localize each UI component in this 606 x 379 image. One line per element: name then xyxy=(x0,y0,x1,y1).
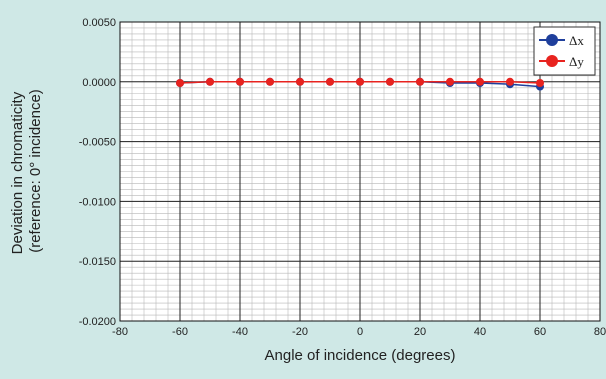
data-point-dy xyxy=(416,77,424,86)
y-tick-label: 0.0000 xyxy=(82,77,116,89)
data-point-dy xyxy=(386,77,394,86)
x-tick-label: -80 xyxy=(112,326,128,338)
data-point-dy xyxy=(176,78,184,87)
data-point-dy xyxy=(326,77,334,86)
data-point-dy xyxy=(356,77,364,86)
x-tick-label: -60 xyxy=(172,326,188,338)
y-tick-labels: 0.0050 0.0000 -0.0050 -0.0100 -0.0150 -0.0200 xyxy=(79,17,116,328)
x-tick-label: 80 xyxy=(594,326,606,338)
data-point-dy xyxy=(206,77,214,86)
data-point-dy xyxy=(506,77,514,86)
x-tick-label: 40 xyxy=(474,326,486,338)
y-axis-title-line-1: Deviation in chromaticity xyxy=(9,91,26,254)
data-point-dy xyxy=(266,77,274,86)
data-point-dy xyxy=(476,77,484,86)
x-tick-label: 0 xyxy=(357,326,363,338)
x-tick-label: -40 xyxy=(232,326,248,338)
plot-border xyxy=(119,21,601,322)
x-tick-label: 20 xyxy=(414,326,426,338)
y-tick-label: -0.0200 xyxy=(79,316,116,328)
data-point-dy xyxy=(446,77,454,86)
legend-label-dx: Δx xyxy=(569,33,584,48)
legend: Δx Δy xyxy=(533,26,596,76)
series-layer xyxy=(176,77,544,91)
x-tick-label: -20 xyxy=(292,326,308,338)
y-tick-label: 0.0050 xyxy=(82,17,116,29)
legend-label-dy: Δy xyxy=(569,54,584,69)
data-point-dy xyxy=(296,77,304,86)
data-point-dy xyxy=(236,77,244,86)
x-axis-title: Angle of incidence (degrees) xyxy=(265,347,456,364)
y-axis-title-line-2: (reference: 0° incidence) xyxy=(27,89,44,253)
y-tick-label: -0.0050 xyxy=(79,137,116,149)
y-tick-label: -0.0100 xyxy=(79,196,116,208)
x-tick-label: 60 xyxy=(534,326,546,338)
y-axis-title: Deviation in chromaticity (reference: 0°… xyxy=(9,88,44,255)
legend-marker-dx xyxy=(546,34,558,46)
x-tick-labels: -80 -60 -40 -20 0 20 40 60 80 xyxy=(112,326,606,338)
legend-box xyxy=(533,26,596,76)
y-tick-label: -0.0150 xyxy=(79,256,116,268)
legend-marker-dy xyxy=(546,55,558,67)
data-point-dy xyxy=(536,78,544,87)
